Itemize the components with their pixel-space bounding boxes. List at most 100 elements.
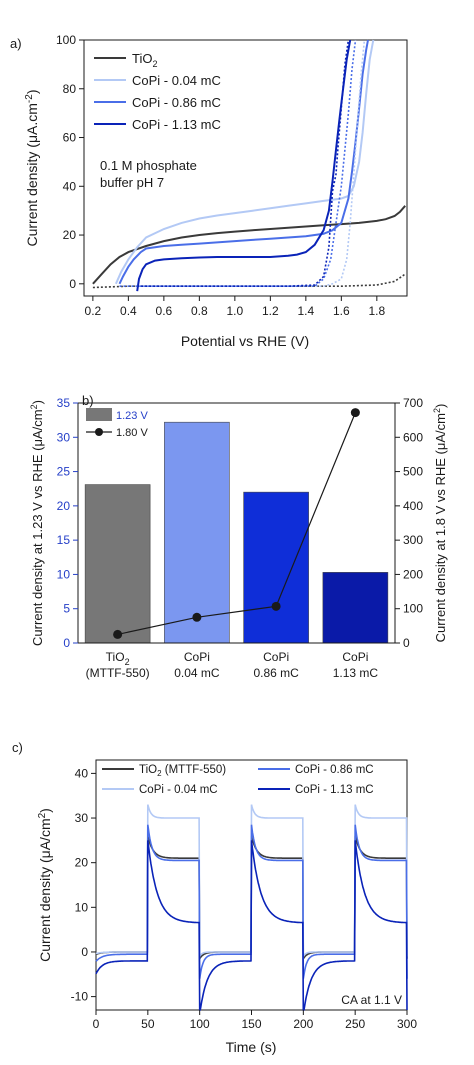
panel-b-category-label-line2: 0.86 mC <box>253 666 299 680</box>
panel-a-y-tick-label: 60 <box>63 131 77 145</box>
legend-a-label-cp004: CoPi - 0.04 mC <box>132 73 221 88</box>
panel-b-label: b) <box>82 393 94 408</box>
panel-b-category-label-line1: CoPi <box>342 650 368 664</box>
panel-b-right-tick-label: 0 <box>403 636 410 650</box>
panel-b-right-tick-label: 200 <box>403 567 423 581</box>
panel-a-y-tick-label: 80 <box>63 82 77 96</box>
panel-c-series <box>95 804 408 1011</box>
panel-b-category-label-line1: TiO2 <box>106 650 130 667</box>
legend-b-label-bar: 1.23 V <box>116 410 148 422</box>
panel-c-y-tick-label: 40 <box>75 766 89 780</box>
panel-a-annotation-line-2: buffer pH 7 <box>100 175 164 190</box>
panel-b-line-marker-0 <box>113 629 123 639</box>
panel-a-x-tick-label: 1.2 <box>262 304 279 318</box>
panel-a-series <box>92 39 406 292</box>
panel-c-y-tick-label: 10 <box>75 900 89 914</box>
legend-c-label-cp086: CoPi - 0.86 mC <box>295 764 374 776</box>
panel-a-y-tick-label: 100 <box>56 33 76 47</box>
panel-b-bar-0 <box>84 484 151 644</box>
panel-b-right-tick-label: 700 <box>403 396 423 410</box>
panel-a-series-line-1 <box>114 39 375 285</box>
panel-b-right-tick-label: 300 <box>403 533 423 547</box>
panel-c-x-ticks: 0 50 100 150 200 250 300 <box>93 1010 417 1031</box>
panel-a-x-axis-label: Potential vs RHE (V) <box>181 333 309 349</box>
panel-b-plot-frame <box>77 402 396 644</box>
panel-a-plot-frame <box>83 39 408 297</box>
panel-a-x-tick-label: 1.8 <box>368 304 385 318</box>
panel-a-x-ticks: 0.2 0.4 0.6 0.8 1.0 1.2 1.4 1.6 1.8 <box>85 296 385 318</box>
panel-a-x-tick-label: 0.6 <box>156 304 173 318</box>
panel-a-x-tick-label: 1.4 <box>297 304 314 318</box>
panel-b-left-tick-label: 35 <box>57 396 71 410</box>
panel-b-left-tick-label: 10 <box>57 567 71 581</box>
panel-b-legend: 1.23 V 1.80 V <box>86 408 148 439</box>
panel-b-left-tick-label: 0 <box>63 636 70 650</box>
panel-a-annotation-line-1: 0.1 M phosphate <box>100 158 197 173</box>
legend-b-label-line: 1.80 V <box>116 427 148 439</box>
legend-b-swatch-bar <box>86 408 112 421</box>
panel-c-y-tick-label: 20 <box>75 856 89 870</box>
panel-a-series-line-3 <box>136 39 352 292</box>
panel-a-x-tick-label: 0.2 <box>85 304 102 318</box>
panel-b-category-label-line1: CoPi <box>184 650 210 664</box>
panel-a-series-line-6 <box>119 39 357 288</box>
panel-c-y-tick-label: -10 <box>71 990 89 1004</box>
panel-a-y-ticks: 0 20 40 60 80 100 <box>56 33 84 291</box>
panel-c-legend: TiO2 (MTTF-550) CoPi - 0.04 mC CoPi - 0.… <box>102 764 374 796</box>
panel-c-series-line-3 <box>95 840 408 1011</box>
panel-b-category-label-line2: 0.04 mC <box>174 666 220 680</box>
legend-a-label-cp113: CoPi - 1.13 mC <box>132 117 221 132</box>
panel-c-x-tick-label: 150 <box>241 1017 261 1031</box>
panel-b-left-y-axis-label: Current density at 1.23 V vs RHE (μA/cm2… <box>29 400 45 646</box>
panel-c-y-axis-label: Current density (μA/cm2) <box>37 808 53 962</box>
panel-b-right-tick-label: 500 <box>403 465 423 479</box>
panel-b-line-path <box>117 412 356 636</box>
panel-a-x-tick-label: 1.6 <box>333 304 350 318</box>
panel-b-bar-3 <box>322 572 389 644</box>
panel-b-category-label-line2: 1.13 mC <box>333 666 379 680</box>
legend-b-marker <box>95 428 103 436</box>
panel-a-label: a) <box>10 36 22 51</box>
legend-c-label-tio2: TiO2 (MTTF-550) <box>139 764 226 778</box>
panel-b-line-marker-3 <box>350 408 360 418</box>
panel-c: c) 0 50 100 150 200 250 300 -10 0 10 20 30 40 Time … <box>12 740 417 1055</box>
panel-a: a) 0.2 0.4 0.6 0.8 1.0 1.2 1.4 1.6 1.8 0 20 40 60 80… <box>10 33 408 349</box>
panel-a-series-line-7 <box>137 39 350 288</box>
panel-b-right-tick-label: 600 <box>403 430 423 444</box>
panel-a-y-tick-label: 40 <box>63 179 77 193</box>
panel-b-right-y-ticks: 0 100 200 300 400 500 600 700 <box>395 396 423 650</box>
panel-b-bar-1 <box>164 421 230 644</box>
panel-b-left-tick-label: 20 <box>57 499 71 513</box>
panel-c-series-line-2 <box>95 824 408 979</box>
panel-c-label: c) <box>12 740 23 755</box>
panel-c-x-tick-label: 250 <box>345 1017 365 1031</box>
panel-b-category-labels: TiO2(MTTF-550) CoPi 0.04 mC CoPi 0.86 mC CoPi… <box>86 650 379 680</box>
legend-c-label-cp004: CoPi - 0.04 mC <box>139 784 218 796</box>
panel-c-y-ticks: -10 0 10 20 30 40 <box>71 766 96 1004</box>
panel-b-left-y-ticks: 0 5 10 15 20 25 30 35 <box>57 396 78 650</box>
panel-b-line-marker-2 <box>271 601 281 611</box>
panel-b-bars <box>84 421 389 644</box>
ylabel-superscript: -2 <box>24 94 35 103</box>
mu-glyph: μ <box>24 135 40 143</box>
panel-b-right-tick-label: 100 <box>403 602 423 616</box>
legend-c-label-cp113: CoPi - 1.13 mC <box>295 784 374 796</box>
panel-a-y-tick-label: 20 <box>63 228 77 242</box>
panel-c-x-tick-label: 50 <box>141 1017 155 1031</box>
panel-a-x-tick-label: 0.8 <box>191 304 208 318</box>
panel-b-left-tick-label: 30 <box>57 430 71 444</box>
panel-b-category-label-line1: CoPi <box>263 650 289 664</box>
panel-b-line-marker-1 <box>192 612 202 622</box>
panel-a-legend: TiO2 CoPi - 0.04 mC CoPi - 0.86 mC CoPi … <box>94 51 221 132</box>
panel-b-category-label-line2: (MTTF-550) <box>86 666 150 680</box>
panel-c-x-tick-label: 0 <box>93 1017 100 1031</box>
panel-b-left-tick-label: 25 <box>57 465 71 479</box>
panel-b: b) 0 5 10 15 20 25 30 35 0 100 200 300 400 500 600 700… <box>29 393 448 680</box>
panel-b-right-y-axis-label: Current density at 1.8 V vs RHE (μA/cm2) <box>432 404 448 643</box>
panel-b-left-tick-label: 15 <box>57 533 71 547</box>
panel-c-annotation: CA at 1.1 V <box>341 993 402 1007</box>
panel-a-x-tick-label: 0.4 <box>120 304 137 318</box>
panel-c-y-tick-label: 30 <box>75 811 89 825</box>
legend-a-label-tio2: TiO2 <box>132 51 157 69</box>
